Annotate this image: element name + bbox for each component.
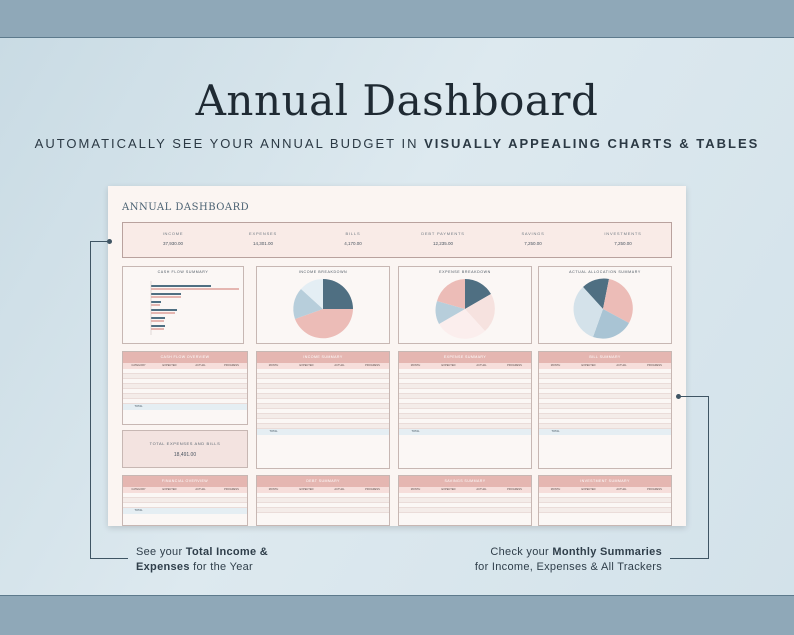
total-bills: BILLS 4,170.00 bbox=[344, 231, 362, 246]
total-expenses-bills-box: TOTAL EXPENSES AND BILLS 18,491.00 bbox=[122, 430, 248, 468]
callout-right: Check your Monthly Summaries for Income,… bbox=[474, 546, 662, 573]
callout-left-dot bbox=[107, 239, 112, 244]
callout-left-line-v bbox=[90, 241, 91, 559]
callout-right-line-h2 bbox=[670, 558, 709, 559]
callout-left-line-h2 bbox=[90, 558, 128, 559]
bottom-band bbox=[0, 595, 794, 635]
callout-left-line-h bbox=[90, 241, 108, 242]
income-breakdown-chart: INCOME BREAKDOWN bbox=[256, 266, 390, 344]
callout-right-line-h bbox=[679, 396, 709, 397]
dashboard-sheet: ANNUAL DASHBOARD INCOME 37,930.00 EXPENSE… bbox=[108, 186, 686, 526]
page-title: Annual Dashboard bbox=[195, 76, 599, 125]
expense-summary-table: EXPENSE SUMMARY MONTH EXPECTED ACTUAL PROGR… bbox=[398, 351, 532, 469]
expense-pie bbox=[435, 279, 495, 339]
expense-breakdown-chart: EXPENSE BREAKDOWN bbox=[398, 266, 532, 344]
cash-flow-chart: CASH FLOW SUMMARY bbox=[122, 266, 244, 344]
allocation-chart: ACTUAL ALLOCATION SUMMARY bbox=[538, 266, 672, 344]
total-debt: DEBT PAYMENTS 12,235.00 bbox=[421, 231, 465, 246]
total-income: INCOME 37,930.00 bbox=[162, 231, 184, 246]
total-expenses: EXPENSES 14,301.00 bbox=[249, 231, 277, 246]
bill-summary-table: BILL SUMMARY MONTH EXPECTED ACTUAL PROGRESS… bbox=[538, 351, 672, 469]
sheet-title: ANNUAL DASHBOARD bbox=[122, 202, 250, 213]
totals-strip: INCOME 37,930.00 EXPENSES 14,301.00 BILLS 4… bbox=[122, 222, 672, 258]
cash-flow-table: CASH FLOW OVERVIEW CATEGORY EXPECTED ACTUA… bbox=[122, 351, 248, 425]
investment-summary-table: INVESTMENT SUMMARY MONTH EXPECTED ACTUAL PR… bbox=[538, 475, 672, 526]
financial-overview-table: FINANCIAL OVERVIEW CATEGORY EXPECTED ACTUA… bbox=[122, 475, 248, 526]
income-pie bbox=[293, 279, 353, 339]
total-investments: INVESTMENTS 7,250.00 bbox=[604, 231, 642, 246]
income-summary-table: INCOME SUMMARY MONTH EXPECTED ACTUAL PROGRE… bbox=[256, 351, 390, 469]
total-savings: SAVINGS 7,250.00 bbox=[521, 231, 545, 246]
callout-right-dot bbox=[676, 394, 681, 399]
top-band bbox=[0, 0, 794, 38]
debt-summary-table: DEBT SUMMARY MONTH EXPECTED ACTUAL PROGRESS bbox=[256, 475, 390, 526]
savings-summary-table: SAVINGS SUMMARY MONTH EXPECTED ACTUAL PROGR… bbox=[398, 475, 532, 526]
callout-left: See your Total Income & Expenses for the… bbox=[136, 546, 269, 573]
page-subtitle: AUTOMATICALLY SEE YOUR ANNUAL BUDGET IN … bbox=[34, 136, 760, 151]
callout-right-line-v bbox=[708, 396, 709, 559]
cash-flow-bars bbox=[150, 281, 239, 335]
allocation-pie bbox=[573, 278, 633, 339]
